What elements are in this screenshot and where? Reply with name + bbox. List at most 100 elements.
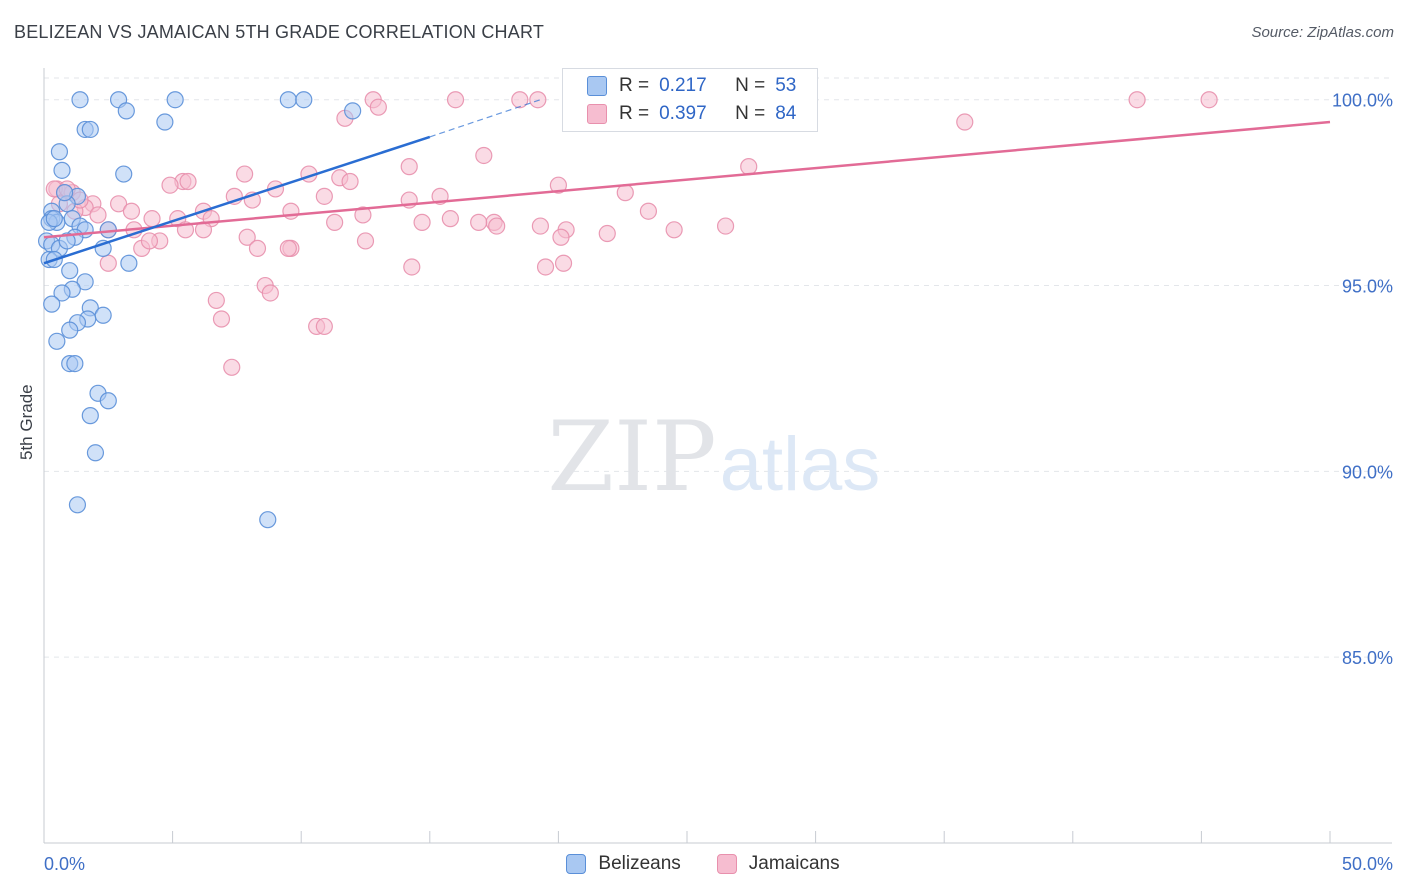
belizeans-legend-swatch [566, 854, 587, 874]
jamaican-point [475, 146, 493, 165]
jamaican-point [616, 184, 634, 202]
jamaican-point [529, 91, 547, 109]
jamaican-point [212, 310, 231, 328]
y-tick-label: 95.0% [1342, 277, 1393, 297]
n-label: N = [735, 75, 766, 96]
legend-item-jamaicans[interactable]: Jamaicans [716, 853, 840, 875]
belizean-point [115, 165, 133, 183]
trend-lines [43, 99, 1331, 265]
belizean-point [156, 113, 174, 131]
jamaican-point [536, 258, 555, 276]
source-label: Source: ZipAtlas.com [1251, 24, 1394, 41]
belizean-point [43, 295, 61, 313]
jamaicans-legend-swatch [716, 854, 737, 874]
series-legend: Belizeans Jamaicans [0, 852, 1406, 876]
jamaican-point [531, 217, 549, 235]
jamaican-point [354, 206, 372, 224]
jamaican-point [552, 228, 570, 246]
jamaican-point [665, 221, 683, 239]
r-value-belizeans: 0.217 [659, 75, 707, 96]
gridlines [44, 77, 1392, 658]
jamaican-point [716, 217, 735, 235]
jamaican-point [122, 202, 141, 220]
jamaican-point [446, 91, 465, 109]
jamaican-point [99, 254, 117, 272]
belizean-point [61, 321, 79, 339]
jamaican-point [279, 239, 297, 257]
jamaican-point [315, 187, 333, 205]
belizeans-points [37, 91, 362, 529]
jamaican-point [261, 284, 279, 302]
jamaican-point [356, 232, 375, 250]
belizean-point [86, 444, 105, 462]
belizean-point [76, 273, 94, 291]
jamaican-point [143, 210, 161, 228]
jamaican-point [740, 158, 758, 176]
jamaican-point [956, 113, 974, 131]
jamaican-point [598, 224, 616, 243]
axes [43, 68, 1392, 844]
jamaican-point [341, 172, 359, 191]
jamaican-point [488, 217, 506, 235]
belizean-point [61, 262, 79, 280]
r-label: R = [619, 103, 650, 124]
jamaican-point [1200, 91, 1218, 109]
belizean-point [279, 91, 297, 109]
jamaican-point [403, 258, 421, 276]
belizean-point [259, 511, 277, 529]
jamaican-point [639, 202, 658, 220]
watermark-zip: ZIP [547, 401, 716, 513]
jamaican-point [326, 213, 344, 231]
jamaican-point [238, 228, 256, 246]
jamaican-point [207, 291, 225, 310]
belizean-point [53, 284, 71, 302]
jamaican-point [1128, 91, 1146, 109]
belizean-point [55, 184, 74, 202]
y-tick-label: 90.0% [1342, 462, 1393, 482]
belizean-point [120, 254, 138, 272]
belizean-point [45, 210, 63, 228]
jamaican-point [161, 176, 179, 194]
belizean-point [53, 161, 71, 179]
legend-item-belizeans[interactable]: Belizeans [566, 853, 681, 875]
jamaican-point [179, 172, 197, 191]
belizean-point [66, 354, 84, 373]
jamaicans-points [45, 91, 1218, 376]
legend-row-belizeans: R = 0.217 N = 53 [587, 73, 796, 99]
jamaican-point [89, 206, 107, 224]
jamaican-point [369, 98, 387, 116]
belizean-point [81, 120, 99, 139]
jamaican-point [470, 213, 488, 231]
jamaican-point [109, 195, 128, 213]
jamaican-point [315, 317, 333, 336]
tick-labels: 85.0% 90.0% 95.0% 100.0% 0.0% 50.0% [44, 91, 1393, 874]
jamaican-point [248, 239, 267, 257]
chart-title: BELIZEAN VS JAMAICAN 5TH GRADE CORRELATI… [14, 22, 545, 42]
belizean-point [71, 91, 89, 109]
correlation-legend: R = 0.217 N = 53 R = 0.397 N = 84 [562, 68, 818, 132]
x-tick-label: 50.0% [1342, 854, 1393, 874]
x-tick-label: 0.0% [44, 854, 85, 874]
jamaican-point [511, 91, 529, 109]
jamaicans-trend-line [43, 120, 1331, 239]
belizean-point [94, 306, 112, 324]
belizean-point [68, 496, 87, 514]
watermark-atlas: atlas [720, 422, 881, 507]
n-value-belizeans: 53 [775, 75, 797, 96]
belizeans-legend-label: Belizeans [598, 853, 681, 874]
jamaican-point [400, 158, 418, 176]
jamaicans-legend-label: Jamaicans [748, 853, 840, 874]
jamaican-point [554, 254, 573, 272]
y-axis-label: 5th Grade [17, 384, 36, 460]
belizean-point [295, 91, 313, 109]
jamaican-point [223, 358, 241, 376]
jamaican-point [549, 176, 568, 194]
r-value-jamaicans: 0.397 [659, 103, 707, 124]
n-value-jamaicans: 84 [775, 103, 797, 124]
jamaican-point [140, 232, 159, 250]
n-label: N = [735, 103, 766, 124]
belizean-point [81, 407, 99, 425]
belizean-point [48, 332, 66, 350]
legend-row-jamaicans: R = 0.397 N = 84 [587, 101, 796, 127]
